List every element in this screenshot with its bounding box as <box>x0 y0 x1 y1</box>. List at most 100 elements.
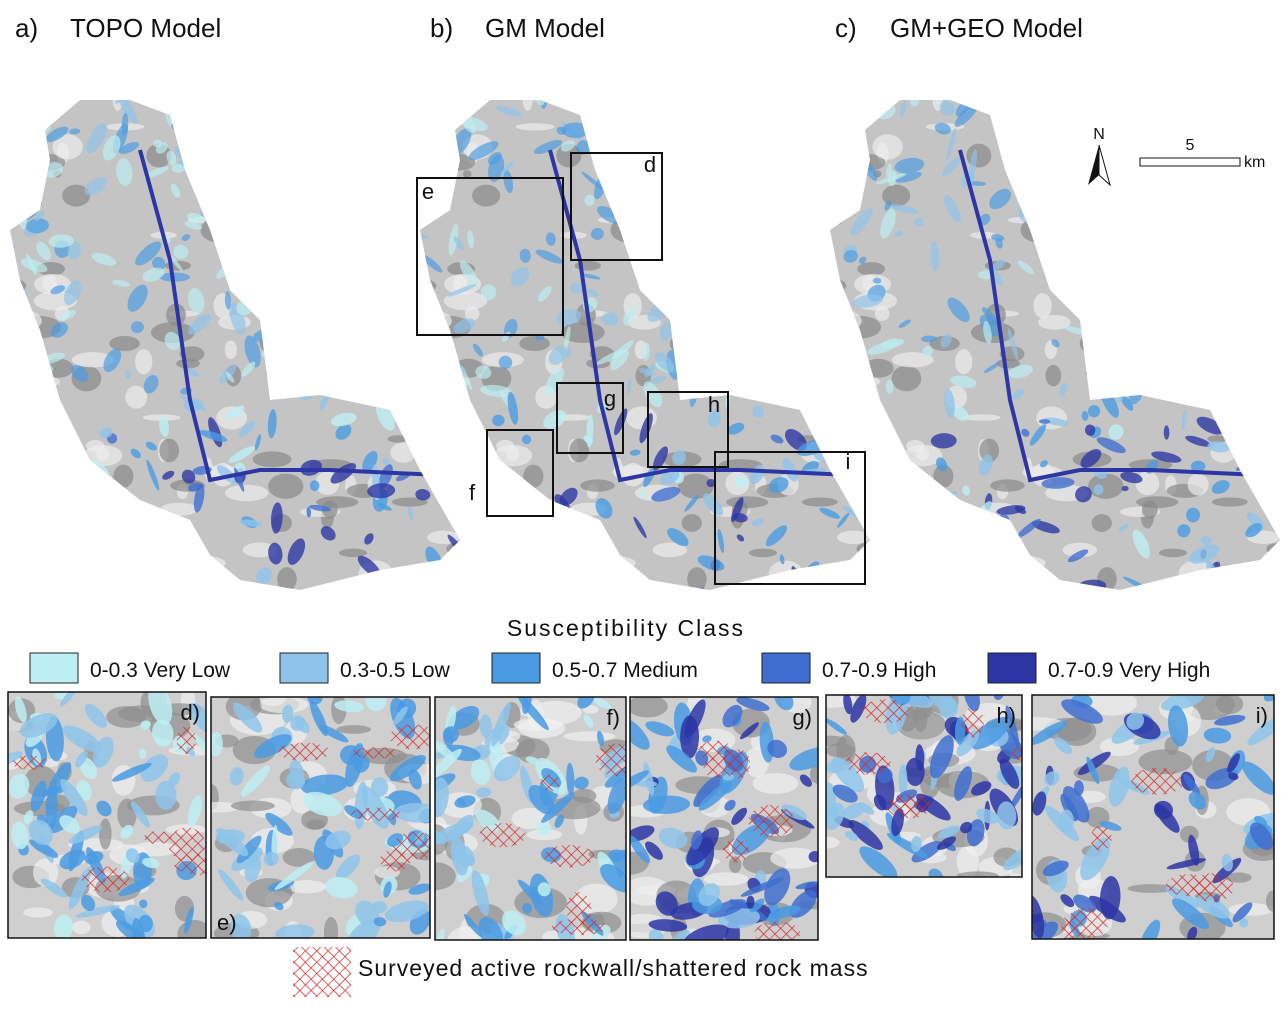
relief <box>1278 559 1282 573</box>
relief <box>1152 207 1170 218</box>
relief <box>526 535 538 548</box>
relief <box>749 549 777 558</box>
susceptibility-patch <box>506 502 518 513</box>
susceptibility-patch <box>787 181 797 190</box>
relief <box>853 454 892 477</box>
susceptibility-patch <box>789 301 816 327</box>
susceptibility-patch <box>819 374 832 389</box>
susceptibility-patch <box>1088 196 1100 208</box>
relief <box>257 210 266 230</box>
relief <box>1044 205 1066 221</box>
scale-value: 5 <box>1186 137 1195 154</box>
susceptibility-patch <box>1011 89 1026 109</box>
relief <box>1266 567 1282 588</box>
susceptibility-patch <box>822 256 838 271</box>
susceptibility-patch <box>812 188 831 205</box>
relief <box>364 239 395 265</box>
susceptibility-patch <box>800 88 831 101</box>
relief <box>1242 410 1257 420</box>
susceptibility-patch <box>797 282 807 298</box>
susceptibility-patch <box>1224 425 1234 435</box>
susceptibility-patch <box>684 283 693 293</box>
susceptibility-patch <box>1 489 30 512</box>
relief <box>1136 294 1148 314</box>
relief <box>224 205 246 221</box>
susceptibility-patch <box>877 85 893 99</box>
susceptibility-patch <box>1206 111 1222 116</box>
susceptibility-patch <box>429 309 443 323</box>
relief <box>906 440 924 452</box>
susceptibility-patch <box>839 581 853 608</box>
susceptibility-patch <box>860 460 873 475</box>
susceptibility-patch <box>398 94 418 115</box>
relief <box>627 695 668 717</box>
relief <box>176 359 200 369</box>
relief <box>832 410 847 420</box>
susceptibility-patch <box>352 276 362 286</box>
susceptibility-patch <box>811 174 846 207</box>
susceptibility-patch <box>687 261 705 277</box>
scale-bar: 5 km <box>1140 137 1265 171</box>
susceptibility-patch <box>464 430 489 454</box>
susceptibility-patch <box>287 181 300 200</box>
relief <box>337 152 367 176</box>
relief <box>726 279 737 295</box>
susceptibility-patch <box>1085 86 1119 122</box>
relief <box>682 514 702 532</box>
relief <box>113 465 133 488</box>
susceptibility-patch <box>410 425 434 448</box>
relief <box>945 500 966 524</box>
susceptibility-patch <box>704 240 718 263</box>
susceptibility-patch <box>818 422 838 435</box>
susceptibility-patch <box>1270 395 1282 415</box>
relief <box>390 442 416 462</box>
susceptibility-patch <box>276 303 290 333</box>
relief <box>451 102 464 113</box>
susceptibility-patch <box>253 270 271 293</box>
panel-title: GM+GEO Model <box>890 13 1083 43</box>
relief <box>1188 474 1209 496</box>
susceptibility-patch <box>1168 290 1178 312</box>
susceptibility-patch <box>753 99 775 120</box>
relief <box>774 239 805 265</box>
relief <box>300 155 314 174</box>
relief <box>1146 376 1182 389</box>
susceptibility-patch <box>334 207 343 215</box>
susceptibility-patch <box>1027 210 1038 222</box>
susceptibility-patch <box>1276 491 1282 502</box>
relief <box>431 362 463 378</box>
susceptibility-patch <box>828 344 849 357</box>
footnote: Surveyed active rockwall/shattered rock … <box>293 947 869 997</box>
relief <box>159 439 179 463</box>
relief <box>1184 239 1215 265</box>
relief <box>125 500 146 524</box>
susceptibility-patch <box>791 587 798 604</box>
susceptibility-patch <box>400 292 424 318</box>
relief <box>1187 87 1202 105</box>
susceptibility-patch <box>775 591 787 607</box>
susceptibility-patch <box>1271 516 1282 521</box>
relief <box>822 310 862 332</box>
susceptibility-patch <box>383 240 416 273</box>
susceptibility-patch <box>933 82 951 99</box>
relief <box>86 440 104 452</box>
susceptibility-patch <box>1033 101 1066 114</box>
relief <box>868 559 876 573</box>
susceptibility-patch <box>341 351 354 364</box>
susceptibility-patch <box>1003 546 1013 562</box>
susceptibility-patch <box>80 517 101 545</box>
susceptibility-patch <box>856 437 884 443</box>
susceptibility-patch <box>1135 265 1164 283</box>
susceptibility-patch <box>682 130 691 140</box>
relief <box>285 264 313 279</box>
susceptibility-patch <box>699 165 708 175</box>
relief <box>1080 334 1106 354</box>
susceptibility-patch <box>419 582 440 597</box>
susceptibility-patch <box>366 345 380 354</box>
relief <box>234 202 244 209</box>
susceptibility-patch <box>21 131 32 143</box>
relief <box>516 123 555 130</box>
susceptibility-patch <box>222 105 237 114</box>
legend-label: 0.5-0.7 Medium <box>552 659 698 682</box>
relief <box>260 334 286 354</box>
